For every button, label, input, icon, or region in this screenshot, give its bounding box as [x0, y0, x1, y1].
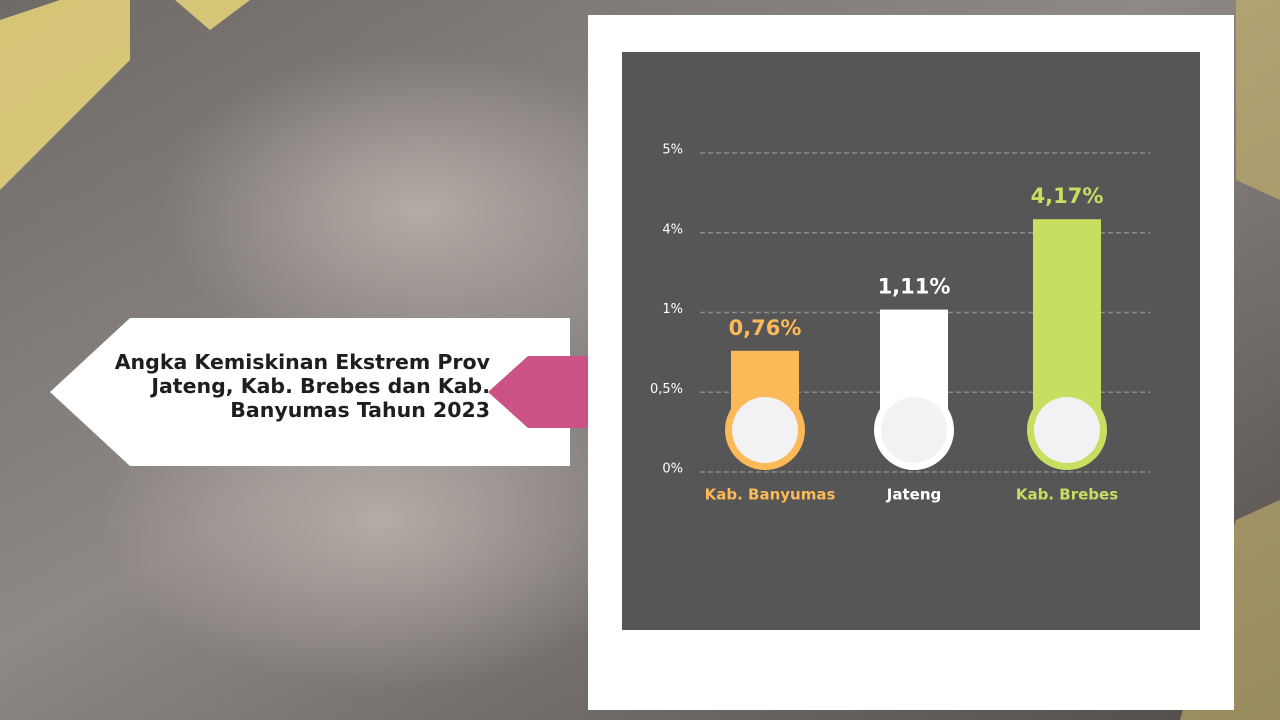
bar-base [881, 397, 947, 463]
title-arrow [50, 318, 570, 466]
value-label: 1,11% [878, 275, 951, 299]
value-label: 0,76% [729, 316, 802, 340]
x-tick-label: Kab. Banyumas [705, 486, 836, 504]
decoration [0, 0, 130, 190]
decoration [175, 0, 250, 30]
pointer-arrow [488, 356, 606, 428]
chart-title: Angka Kemiskinan Ekstrem Prov Jateng, Ka… [114, 350, 490, 422]
x-tick-label: Jateng [886, 486, 941, 504]
x-tick-label: Kab. Brebes [1016, 486, 1118, 504]
value-label: 4,17% [1031, 184, 1104, 208]
bar-base [732, 397, 798, 463]
bar-base [1034, 397, 1100, 463]
y-tick-label: 5% [662, 143, 683, 158]
y-tick-label: 4% [662, 222, 683, 237]
decoration [1236, 0, 1280, 200]
y-tick-label: 0% [662, 462, 683, 477]
y-tick-label: 0,5% [650, 382, 683, 397]
background-photo [160, 50, 680, 370]
y-tick-label: 1% [662, 302, 683, 317]
